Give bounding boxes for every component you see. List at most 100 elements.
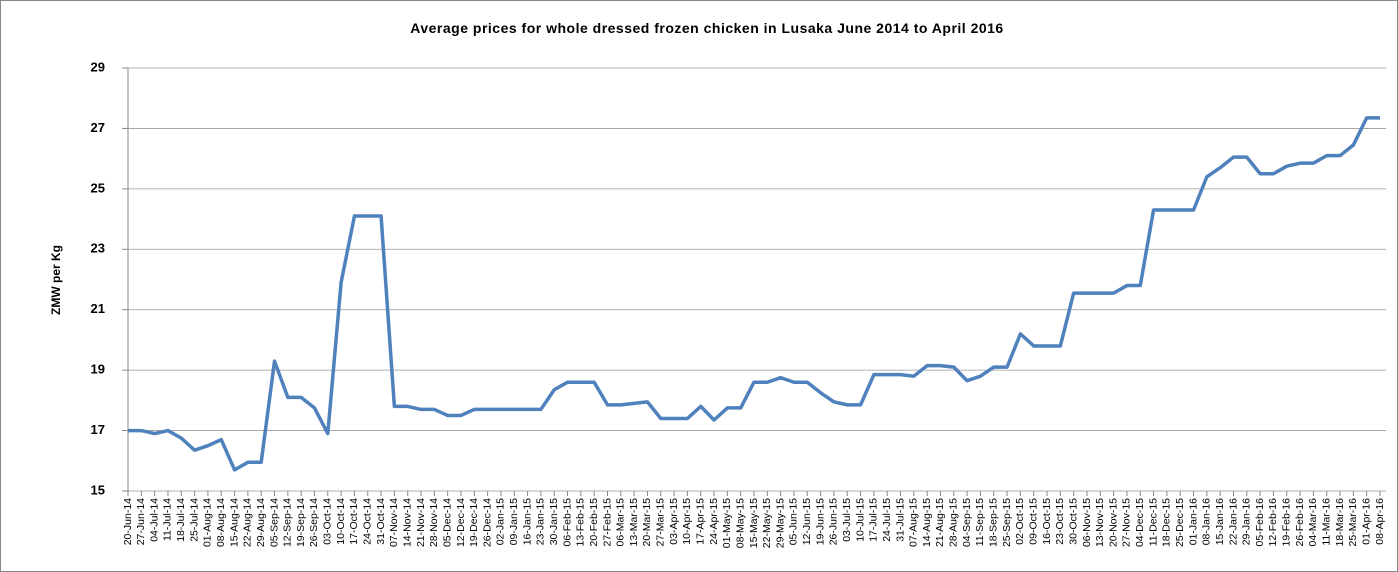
x-tick-label: 06-Nov-15 bbox=[1081, 498, 1093, 547]
x-tick-label: 07-Aug-15 bbox=[908, 498, 920, 547]
x-tick-label: 07-Nov-14 bbox=[388, 498, 400, 547]
x-tick-label: 19-Jun-15 bbox=[814, 498, 826, 545]
y-tick-label: 23 bbox=[91, 241, 105, 256]
x-tick-label: 06-Mar-15 bbox=[615, 498, 627, 547]
x-tick-label: 19-Dec-14 bbox=[468, 498, 480, 547]
x-tick-label: 18-Mar-16 bbox=[1334, 498, 1346, 547]
x-tick-label: 26-Sep-14 bbox=[308, 498, 320, 547]
x-tick-label: 08-Jan-16 bbox=[1201, 498, 1213, 545]
x-tick-label: 02-Jan-15 bbox=[495, 498, 507, 545]
x-tick-label: 10-Apr-15 bbox=[681, 498, 693, 545]
x-tick-label: 11-Dec-15 bbox=[1147, 498, 1159, 546]
x-tick-label: 27-Jun-14 bbox=[135, 498, 147, 545]
x-tick-label: 15-Jan-16 bbox=[1214, 498, 1226, 545]
x-tick-label: 23-Oct-15 bbox=[1054, 498, 1066, 545]
x-tick-label: 28-Aug-15 bbox=[948, 498, 960, 547]
y-tick-label: 17 bbox=[91, 422, 105, 437]
x-tick-label: 12-Sep-14 bbox=[282, 498, 294, 547]
x-tick-label: 16-Oct-15 bbox=[1041, 498, 1053, 545]
x-tick-label: 27-Mar-15 bbox=[655, 498, 667, 547]
data-line bbox=[128, 116, 1380, 472]
x-tick-label: 12-Dec-14 bbox=[455, 498, 467, 547]
x-tick-label: 13-Feb-15 bbox=[575, 498, 587, 547]
x-tick-label: 26-Dec-14 bbox=[481, 498, 493, 547]
x-tick-label: 03-Apr-15 bbox=[668, 498, 680, 545]
x-tick-label: 15-Aug-14 bbox=[228, 498, 240, 547]
x-tick-label: 29-Aug-14 bbox=[255, 498, 267, 547]
y-tick-label: 25 bbox=[91, 180, 105, 195]
x-tick-label: 15-May-15 bbox=[748, 498, 760, 548]
x-tick-label: 08-May-15 bbox=[734, 498, 746, 548]
x-tick-label: 26-Jun-15 bbox=[828, 498, 840, 545]
x-tick-label: 04-Mar-16 bbox=[1307, 498, 1319, 547]
x-tick-label: 11-Sep-15 bbox=[974, 498, 986, 546]
x-tick-label: 24-Oct-14 bbox=[362, 498, 374, 545]
x-tick-label: 17-Apr-15 bbox=[695, 498, 707, 545]
x-tick-label: 10-Jul-15 bbox=[854, 498, 866, 542]
x-tick-label: 04-Jul-14 bbox=[148, 498, 160, 542]
x-tick-label: 25-Mar-16 bbox=[1347, 498, 1359, 547]
x-tick-label: 19-Sep-14 bbox=[295, 498, 307, 547]
x-tick-label: 13-Mar-15 bbox=[628, 498, 640, 547]
x-tick-label: 13-Nov-15 bbox=[1094, 498, 1106, 547]
x-tick-label: 01-Apr-16 bbox=[1360, 498, 1372, 545]
x-tick-label: 29-May-15 bbox=[774, 498, 786, 548]
x-tick-label: 03-Oct-14 bbox=[322, 498, 334, 545]
x-tick-label: 25-Dec-15 bbox=[1174, 498, 1186, 547]
x-tick-label: 29-Jan-16 bbox=[1241, 498, 1253, 545]
chart-title: Average prices for whole dressed frozen … bbox=[410, 20, 1003, 36]
x-tick-label: 08-Apr-16 bbox=[1374, 498, 1386, 545]
x-tick-label: 20-Feb-15 bbox=[588, 498, 600, 547]
x-tick-label: 03-Jul-15 bbox=[841, 498, 853, 542]
x-tick-label: 12-Jun-15 bbox=[801, 498, 813, 545]
y-tick-label: 29 bbox=[91, 59, 105, 74]
x-tick-label: 01-Aug-14 bbox=[202, 498, 214, 547]
x-tick-label: 18-Sep-15 bbox=[988, 498, 1000, 547]
x-tick-label: 10-Oct-14 bbox=[335, 498, 347, 545]
y-tick-label: 19 bbox=[91, 362, 105, 377]
x-tick-label: 05-Feb-16 bbox=[1254, 498, 1266, 547]
x-tick-label: 05-Jun-15 bbox=[788, 498, 800, 545]
x-tick-label: 19-Feb-16 bbox=[1281, 498, 1293, 547]
x-tick-label: 22-Aug-14 bbox=[242, 498, 254, 547]
x-tick-label: 27-Feb-15 bbox=[601, 498, 613, 547]
x-tick-label: 24-Apr-15 bbox=[708, 498, 720, 545]
x-tick-label: 25-Sep-15 bbox=[1001, 498, 1013, 547]
x-tick-label: 17-Jul-15 bbox=[868, 498, 880, 542]
y-tick-label: 15 bbox=[91, 482, 105, 497]
x-tick-label: 31-Oct-14 bbox=[375, 498, 387, 545]
x-tick-label: 08-Aug-14 bbox=[215, 498, 227, 547]
y-tick-label: 21 bbox=[91, 301, 105, 316]
x-tick-label: 31-Jul-15 bbox=[894, 498, 906, 542]
x-tick-label: 22-May-15 bbox=[761, 498, 773, 548]
x-tick-label: 14-Aug-15 bbox=[921, 498, 933, 547]
x-tick-label: 18-Dec-15 bbox=[1161, 498, 1173, 547]
x-tick-label: 16-Jan-15 bbox=[521, 498, 533, 545]
x-tick-label: 24-Jul-15 bbox=[881, 498, 893, 542]
x-tick-label: 09-Jan-15 bbox=[508, 498, 520, 545]
x-tick-label: 20-Nov-15 bbox=[1107, 498, 1119, 547]
x-tick-label: 20-Jun-14 bbox=[122, 498, 134, 545]
x-tick-label: 14-Nov-14 bbox=[401, 498, 413, 547]
x-tick-label: 01-May-15 bbox=[721, 498, 733, 548]
x-tick-label: 01-Jan-16 bbox=[1187, 498, 1199, 545]
x-tick-label: 28-Nov-14 bbox=[428, 498, 440, 547]
x-tick-label: 05-Sep-14 bbox=[268, 498, 280, 547]
x-tick-label: 18-Jul-14 bbox=[175, 498, 187, 542]
x-tick-label: 20-Mar-15 bbox=[641, 498, 653, 547]
x-tick-label: 05-Dec-14 bbox=[441, 498, 453, 547]
y-axis-label: ZMW per Kg bbox=[49, 245, 63, 315]
x-tick-label: 22-Jan-16 bbox=[1227, 498, 1239, 545]
y-tick-label: 27 bbox=[91, 120, 105, 135]
x-tick-label: 26-Feb-16 bbox=[1294, 498, 1306, 547]
x-tick-label: 21-Aug-15 bbox=[934, 498, 946, 547]
x-tick-label: 06-Feb-15 bbox=[561, 498, 573, 547]
x-tick-label: 09-Oct-15 bbox=[1027, 498, 1039, 545]
x-tick-label: 11-Mar-16 bbox=[1321, 498, 1333, 546]
x-tick-label: 02-Oct-15 bbox=[1014, 498, 1026, 545]
x-tick-label: 04-Sep-15 bbox=[961, 498, 973, 547]
x-tick-label: 21-Nov-14 bbox=[415, 498, 427, 547]
x-tick-label: 30-Jan-15 bbox=[548, 498, 560, 545]
